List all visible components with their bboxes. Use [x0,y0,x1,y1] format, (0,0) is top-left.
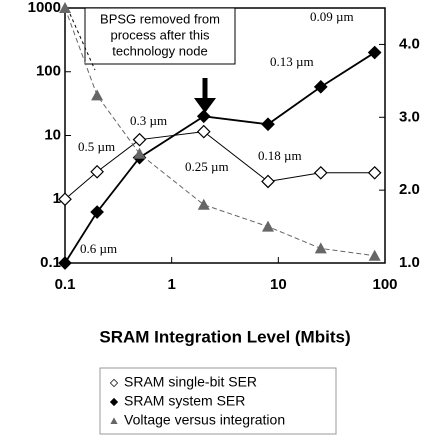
data-point [59,2,71,13]
legend-marker [110,417,118,424]
annotation: 0.6 µm [80,241,117,256]
data-point [133,147,146,159]
data-point [58,256,72,270]
y2-tick-label: 4.0 [399,35,420,52]
legend-marker [109,397,119,407]
legend-label: SRAM system SER [124,393,245,409]
y2-tick-label: 3.0 [399,108,420,125]
x-tick-label: 100 [372,276,397,293]
annotation: 0.5 µm [78,139,115,154]
data-point [314,242,327,254]
annotation-box [84,7,236,65]
data-point [368,249,381,261]
data-point [367,45,382,60]
data-point [261,220,274,232]
x-tick-label: 1 [167,276,175,293]
data-point [313,165,328,180]
data-point [91,89,104,101]
data-point [261,174,275,189]
annotation: technology node [112,43,207,58]
data-point [90,205,104,219]
annotation: 0.3 µm [130,113,167,128]
data-point [132,132,147,147]
annotation: 0.18 µm [258,148,302,163]
y-tick-label: 1 [53,190,61,207]
y2-tick-label: 1.0 [399,254,420,271]
data-point [197,198,210,210]
data-point [367,165,382,180]
annotation: 0.25 µm [185,159,229,174]
x-tick-label: 10 [270,276,287,293]
leader-line [69,13,96,71]
y-tick-label: 100 [36,63,61,80]
legend-label: Voltage versus integration [124,412,285,428]
data-point [261,117,275,132]
y-tick-label: 10 [44,126,61,143]
data-point [196,124,211,139]
x-tick-label: 0.1 [55,276,76,293]
annotation: 0.13 µm [270,54,314,69]
annotation: process after this [111,27,210,42]
x-axis-label: SRAM Integration Level (Mbits) [99,327,350,346]
data-point [196,109,211,124]
legend-box [99,367,337,435]
legend-label: SRAM single-bit SER [124,374,257,390]
arrow-head [194,98,216,113]
y-tick-label: 0.1 [40,254,61,271]
data-point [90,164,104,179]
series-line [64,51,376,264]
legend-marker [109,378,119,388]
data-point [58,192,72,207]
y2-tick-label: 2.0 [399,181,420,198]
annotation: 0.09 µm [310,9,354,24]
annotation: BPSG removed from [100,11,220,26]
y-tick-label: 1000 [28,0,61,16]
data-point [313,79,328,94]
